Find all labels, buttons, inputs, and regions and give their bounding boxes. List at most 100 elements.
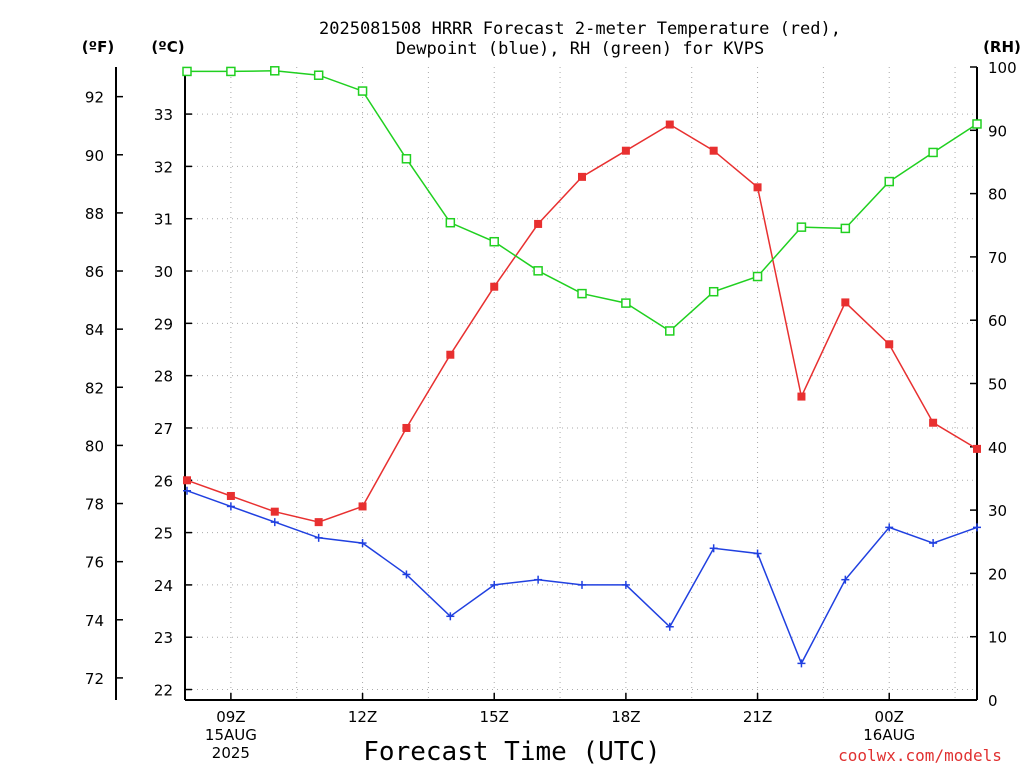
rh-point (665, 326, 675, 336)
dewpoint-point (665, 622, 674, 631)
rh-tick-label: 70 (988, 249, 1007, 267)
rh-tick-label: 100 (988, 59, 1017, 77)
rh-tick-label: 30 (988, 502, 1007, 520)
temperature-point (753, 183, 762, 192)
celsius-tick-label: 23 (154, 629, 173, 647)
rh-tick-label: 50 (988, 376, 1007, 394)
rh-unit-label: (RH) (983, 38, 1021, 56)
celsius-tick-label: 28 (154, 368, 173, 386)
dewpoint-point (841, 575, 850, 584)
tick-labels: 72 74 76 78 80 82 84 86 88 90 92 22 23 24 25 26 27 28 29 30… (85, 59, 1017, 710)
dewpoint-point (797, 659, 806, 668)
x-tick-label: 00Z (875, 708, 904, 726)
dewpoint-point (446, 612, 455, 621)
dewpoint-point (929, 539, 938, 548)
x-axis-label: Forecast Time (UTC) (363, 737, 660, 767)
dewpoint-point (534, 575, 543, 584)
rh-point (796, 222, 807, 232)
temperature-point (402, 423, 411, 432)
dewpoint-point (621, 580, 630, 589)
chart-title-line-2: Dewpoint (blue), RH (green) for KVPS (396, 39, 764, 59)
grid-lines (187, 67, 977, 700)
rh-tick-label: 90 (988, 122, 1007, 140)
celsius-tick-label: 27 (154, 420, 173, 438)
celsius-tick-label: 30 (154, 263, 173, 281)
x-tick-label: 2025 (212, 744, 250, 762)
credit-text: coolwx.com/models (838, 746, 1002, 765)
x-tick-label: 16AUG (863, 726, 915, 744)
temperature-point (270, 507, 279, 516)
dewpoint-point (490, 580, 499, 589)
temperature-point (665, 120, 674, 129)
dewpoint-point (753, 549, 762, 558)
rh-tick-label: 20 (988, 565, 1007, 583)
celsius-unit-label: (ºC) (151, 38, 184, 56)
fahrenheit-tick-label: 80 (85, 437, 104, 455)
rh-point (752, 271, 763, 282)
temperature-point (929, 418, 938, 427)
rh-point (226, 66, 236, 77)
x-tick-label: 15Z (480, 708, 509, 726)
temperature-point (578, 172, 586, 181)
temperature-point (183, 476, 191, 485)
rh-point (401, 154, 412, 164)
temperature-point (797, 392, 806, 401)
dewpoint-point (314, 533, 323, 542)
x-tick-label: 21Z (743, 708, 772, 726)
rh-point (840, 223, 851, 234)
temperature-point (358, 502, 367, 511)
fahrenheit-tick-label: 82 (85, 379, 104, 397)
dewpoint-point (358, 539, 367, 548)
fahrenheit-tick-label: 76 (85, 554, 104, 572)
celsius-tick-label: 33 (154, 106, 173, 124)
temperature-point (490, 282, 499, 291)
fahrenheit-unit-label: (ºF) (82, 38, 114, 56)
rh-tick-label: 10 (988, 629, 1007, 647)
celsius-tick-label: 25 (154, 525, 173, 543)
dewpoint-point (183, 486, 191, 495)
rh-point (270, 66, 280, 76)
rh-point (928, 147, 938, 158)
rh-point (313, 70, 324, 80)
rh-point (489, 236, 499, 247)
rh-tick-label: 60 (988, 312, 1007, 330)
rh-point (708, 286, 719, 297)
fahrenheit-tick-label: 90 (85, 147, 104, 165)
dewpoint-point (973, 523, 981, 532)
rh-point (972, 119, 982, 129)
fahrenheit-tick-label: 86 (85, 263, 104, 281)
celsius-tick-label: 24 (154, 577, 173, 595)
celsius-tick-label: 32 (154, 158, 173, 176)
celsius-tick-label: 22 (154, 682, 173, 700)
dewpoint-point (709, 544, 718, 553)
rh-tick-label: 0 (988, 692, 998, 710)
temperature-point (841, 298, 850, 307)
rh-tick-label: 40 (988, 439, 1007, 457)
x-tick-label: 12Z (348, 708, 377, 726)
rh-point (182, 66, 192, 77)
rh-point (357, 86, 368, 96)
temperature-point (226, 491, 235, 500)
temperature-point (621, 146, 630, 155)
axes (115, 66, 978, 701)
temperature-point (973, 444, 981, 453)
x-tick-label: 18Z (611, 708, 640, 726)
temperature-point (446, 350, 455, 359)
fahrenheit-tick-label: 92 (85, 89, 104, 107)
celsius-tick-label: 26 (154, 472, 173, 490)
rh-point (621, 298, 631, 308)
temperature-point (709, 146, 718, 155)
series-lines (182, 66, 982, 668)
celsius-tick-label: 29 (154, 315, 173, 333)
dewpoint-point (226, 502, 235, 511)
rh-point (884, 176, 894, 187)
rh-point (577, 288, 587, 299)
fahrenheit-tick-label: 84 (85, 321, 104, 339)
dewpoint-point (402, 570, 411, 579)
fahrenheit-tick-label: 72 (85, 670, 104, 688)
chart-title-line-1: 2025081508 HRRR Forecast 2-meter Tempera… (319, 19, 841, 39)
temperature-point (534, 219, 543, 228)
dewpoint-point (885, 523, 894, 532)
